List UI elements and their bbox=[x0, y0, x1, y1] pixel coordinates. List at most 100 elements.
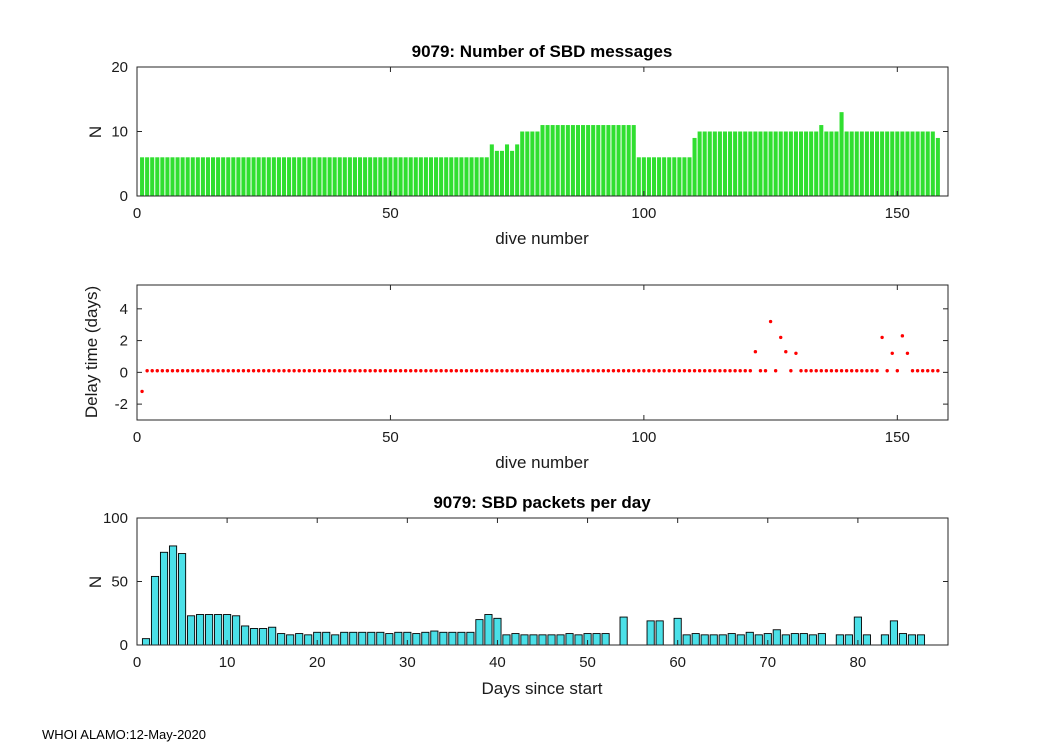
bar bbox=[439, 631, 448, 646]
bar bbox=[575, 125, 581, 196]
delay-point bbox=[292, 369, 296, 373]
delay-point bbox=[606, 369, 611, 373]
x-axis-label: dive number bbox=[495, 453, 589, 472]
bar bbox=[772, 629, 781, 646]
y-tick-label: 0 bbox=[120, 637, 128, 654]
footer-text: WHOI ALAMO:12-May-2020 bbox=[42, 727, 206, 742]
delay-point bbox=[262, 369, 266, 373]
delay-point bbox=[419, 369, 423, 373]
bar bbox=[221, 157, 226, 196]
delay-point bbox=[312, 369, 317, 373]
bar bbox=[814, 131, 819, 196]
delay-point bbox=[773, 369, 778, 373]
delay-point bbox=[317, 369, 322, 373]
x-tick-label: 60 bbox=[669, 654, 686, 671]
delay-point bbox=[591, 369, 595, 373]
bar bbox=[226, 157, 231, 196]
bar bbox=[778, 131, 783, 196]
delay-point bbox=[191, 369, 195, 373]
delay-point bbox=[383, 369, 388, 373]
bar bbox=[251, 157, 256, 196]
bar bbox=[187, 615, 196, 646]
bar bbox=[560, 125, 565, 196]
delay-point bbox=[500, 369, 504, 373]
delay-point bbox=[758, 369, 763, 373]
bar bbox=[808, 634, 817, 646]
delay-point bbox=[206, 369, 210, 373]
delay-point bbox=[272, 369, 276, 373]
bar bbox=[276, 157, 281, 196]
delay-point bbox=[459, 369, 464, 373]
bar bbox=[317, 157, 322, 196]
delay-point bbox=[789, 369, 793, 373]
delay-point bbox=[449, 369, 453, 373]
bar bbox=[347, 157, 352, 196]
delay-point bbox=[794, 351, 798, 355]
delay-point bbox=[804, 369, 808, 373]
x-tick-label: 0 bbox=[133, 429, 141, 446]
bar bbox=[862, 634, 871, 646]
bar bbox=[910, 131, 915, 196]
bar bbox=[367, 631, 376, 646]
delay-point bbox=[439, 369, 443, 373]
x-tick-label: 0 bbox=[133, 205, 141, 222]
delay-point bbox=[246, 369, 251, 373]
bar bbox=[373, 157, 378, 196]
bar bbox=[421, 631, 430, 646]
delay-point bbox=[160, 369, 165, 373]
bar bbox=[641, 157, 646, 196]
bar bbox=[287, 157, 292, 196]
bar bbox=[819, 125, 824, 196]
delay-point bbox=[708, 369, 712, 373]
bar bbox=[412, 633, 421, 646]
x-tick-label: 50 bbox=[579, 654, 596, 671]
bar bbox=[758, 131, 763, 196]
bar bbox=[890, 131, 895, 196]
bar bbox=[196, 614, 205, 646]
bar bbox=[592, 633, 601, 646]
bar bbox=[581, 125, 586, 196]
delay-point bbox=[550, 369, 555, 373]
delay-point bbox=[647, 369, 651, 373]
bar bbox=[499, 150, 504, 196]
delay-point bbox=[403, 369, 408, 373]
bar bbox=[631, 125, 636, 196]
delay-point bbox=[738, 369, 742, 373]
bar bbox=[574, 634, 583, 646]
bar bbox=[266, 157, 271, 196]
x-tick-label: 150 bbox=[885, 205, 910, 222]
sbd-messages-chart: 9079: Number of SBD messages dive number… bbox=[86, 42, 949, 248]
delay-point bbox=[839, 369, 844, 373]
delay-point bbox=[145, 369, 149, 373]
bar bbox=[687, 157, 692, 196]
delay-point bbox=[768, 319, 773, 324]
delay-point bbox=[576, 369, 580, 373]
delay-point bbox=[642, 369, 646, 373]
bar bbox=[565, 633, 574, 646]
bar bbox=[835, 634, 844, 646]
delay-point bbox=[530, 369, 535, 373]
bar bbox=[547, 634, 556, 646]
bar bbox=[141, 638, 151, 646]
delay-point bbox=[865, 369, 869, 373]
delay-point bbox=[703, 369, 707, 373]
bar bbox=[394, 631, 403, 646]
bar bbox=[464, 157, 469, 196]
bar bbox=[702, 131, 707, 196]
delay-point bbox=[931, 369, 935, 373]
x-tick-label: 30 bbox=[399, 654, 416, 671]
delay-point bbox=[855, 369, 859, 373]
bar bbox=[834, 131, 839, 196]
delay-point bbox=[348, 369, 352, 373]
axes-box bbox=[136, 284, 949, 421]
bar bbox=[529, 634, 538, 646]
bar bbox=[626, 125, 631, 196]
bar bbox=[337, 157, 342, 196]
delay-point bbox=[474, 369, 479, 373]
bar bbox=[854, 131, 859, 196]
bar bbox=[880, 131, 885, 196]
delay-point bbox=[626, 369, 631, 373]
bar bbox=[849, 131, 854, 196]
bar bbox=[385, 633, 394, 646]
x-tick-label: 80 bbox=[850, 654, 867, 671]
